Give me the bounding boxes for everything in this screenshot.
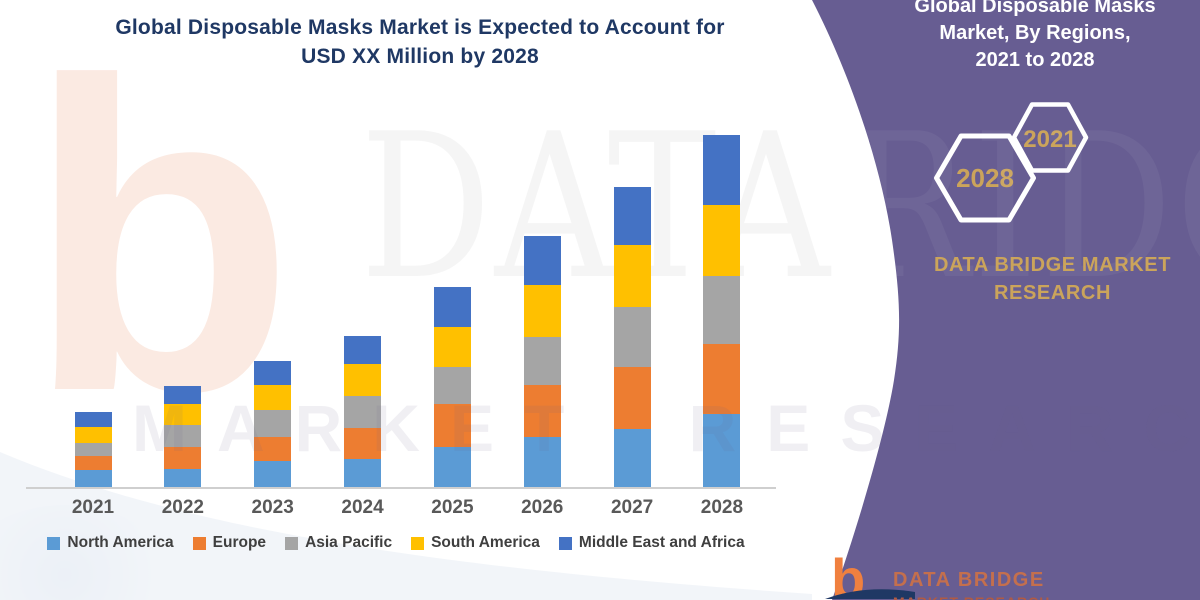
bar-2024 xyxy=(344,336,382,487)
x-axis-label-2023: 2023 xyxy=(251,497,294,518)
segment-south-america xyxy=(613,245,651,307)
x-axis-label-2025: 2025 xyxy=(431,497,474,518)
segment-south-america xyxy=(74,427,112,443)
segment-middle-east-and-africa xyxy=(613,187,651,245)
segment-south-america xyxy=(344,364,382,396)
side-panel-heading-line3: 2021 to 2028 xyxy=(975,49,1095,71)
legend-label: Middle East and Africa xyxy=(578,534,745,551)
segment-asia-pacific xyxy=(523,337,561,385)
segment-middle-east-and-africa xyxy=(703,135,741,205)
segment-north-america xyxy=(613,429,651,487)
segment-europe xyxy=(344,428,382,459)
segment-north-america xyxy=(523,437,561,487)
segment-south-america xyxy=(703,205,741,276)
segment-middle-east-and-africa xyxy=(254,361,292,385)
legend-swatch-icon xyxy=(558,536,572,550)
segment-asia-pacific xyxy=(613,307,651,367)
segment-middle-east-and-africa xyxy=(523,236,561,285)
segment-middle-east-and-africa xyxy=(74,412,112,427)
x-axis-line xyxy=(26,487,776,489)
legend-swatch-icon xyxy=(411,536,425,550)
legend-label: Asia Pacific xyxy=(305,534,393,551)
x-axis-label-2026: 2026 xyxy=(521,497,564,518)
bar-2028 xyxy=(703,135,741,487)
brand-name-line2: RESEARCH xyxy=(993,282,1112,304)
legend-swatch-icon xyxy=(192,536,206,550)
segment-europe xyxy=(74,456,112,470)
segment-north-america xyxy=(164,469,202,487)
x-axis-label-2027: 2027 xyxy=(610,497,654,518)
segment-north-america xyxy=(74,470,112,487)
segment-north-america xyxy=(344,459,382,487)
watermark-swoosh xyxy=(0,452,812,600)
hexagon-2021 xyxy=(1011,102,1089,173)
bar-chart: 2021 2022 2023 2024 2025 2026 2027 2028 xyxy=(71,135,744,518)
legend-item-asia-pacific: Asia Pacific xyxy=(285,534,392,552)
chart-title: Global Disposable Masks Market is Expect… xyxy=(55,13,785,71)
chart-legend: North America Europe Asia Pacific South Ame… xyxy=(0,534,792,552)
segment-south-america xyxy=(254,385,292,410)
segment-europe xyxy=(703,344,741,414)
footer-logo-text-cut: MARKET RESEARCH xyxy=(893,594,1050,600)
hexagon-2028 xyxy=(934,133,1036,223)
segment-europe xyxy=(254,437,292,461)
segment-asia-pacific xyxy=(344,396,382,428)
segment-north-america xyxy=(703,414,741,487)
segment-north-america xyxy=(254,461,292,487)
side-panel-heading: Global Disposable Masks Market, By Regio… xyxy=(858,0,1200,74)
hexagon-2021-label: 2021 xyxy=(1023,126,1076,153)
legend-item-south-america: South America xyxy=(411,534,540,552)
legend-item-europe: Europe xyxy=(192,534,267,552)
segment-asia-pacific xyxy=(74,443,112,456)
bar-2025 xyxy=(433,287,471,487)
x-axis-label-2028: 2028 xyxy=(700,497,744,518)
legend-item-north-america: North America xyxy=(47,534,174,552)
chart-title-line1: Global Disposable Masks Market is Expect… xyxy=(115,16,725,39)
segment-asia-pacific xyxy=(164,425,202,447)
legend-label: South America xyxy=(431,534,540,551)
brand-name-line1: DATA BRIDGE MARKET xyxy=(933,254,1172,276)
legend-item-middle-east-and-africa: Middle East and Africa xyxy=(558,534,745,552)
brand-name: DATA BRIDGE MARKET RESEARCH xyxy=(905,251,1200,307)
segment-south-america xyxy=(523,285,561,337)
x-axis-label-2024: 2024 xyxy=(341,497,384,518)
segment-middle-east-and-africa xyxy=(164,386,202,404)
chart-title-line2: USD XX Million by 2028 xyxy=(301,45,539,68)
bar-2027 xyxy=(613,187,651,487)
segment-europe xyxy=(613,367,651,429)
legend-label: North America xyxy=(67,534,174,551)
footer-logo-text: DATA BRIDGE xyxy=(893,569,1045,591)
side-panel: 2028 2021 xyxy=(812,0,1200,600)
segment-middle-east-and-africa xyxy=(433,287,471,327)
bar-2026 xyxy=(523,236,561,487)
legend-swatch-icon xyxy=(285,536,299,550)
segment-europe xyxy=(433,404,471,447)
segment-europe xyxy=(164,447,202,469)
bar-2022 xyxy=(164,386,202,487)
x-axis-label-2022: 2022 xyxy=(161,497,204,518)
segment-south-america xyxy=(164,404,202,425)
footer-logo-swoosh-icon xyxy=(825,589,915,599)
bar-2021 xyxy=(74,412,112,487)
legend-label: Europe xyxy=(212,534,267,551)
segment-asia-pacific xyxy=(703,276,741,344)
bar-2023 xyxy=(254,361,292,487)
segment-middle-east-and-africa xyxy=(344,336,382,364)
segment-asia-pacific xyxy=(254,410,292,437)
segment-south-america xyxy=(433,327,471,367)
x-axis-label-2021: 2021 xyxy=(71,497,115,518)
segment-north-america xyxy=(433,447,471,487)
segment-asia-pacific xyxy=(433,367,471,404)
segment-europe xyxy=(523,385,561,437)
side-panel-heading-line2: Market, By Regions, xyxy=(939,22,1131,44)
hexagon-2028-label: 2028 xyxy=(956,163,1014,193)
side-panel-heading-line1: Global Disposable Masks xyxy=(914,0,1156,17)
legend-swatch-icon xyxy=(47,536,61,550)
side-panel-background xyxy=(812,0,1200,600)
